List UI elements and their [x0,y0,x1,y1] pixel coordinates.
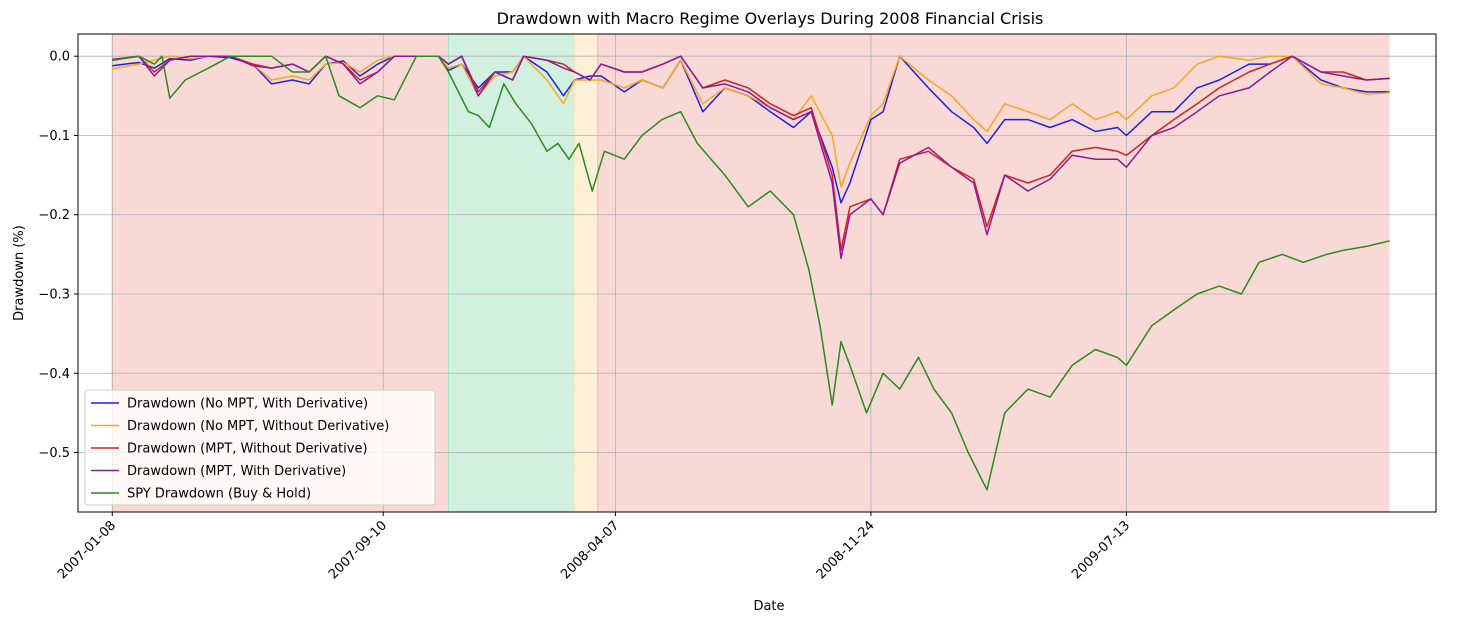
y-tick-label: −0.5 [38,446,70,461]
regime-overlays [111,34,1390,512]
x-tick-label: 2008-11-24 [814,518,878,582]
y-tick-label: −0.2 [38,208,70,223]
x-tick-label: 2007-09-10 [326,518,390,582]
y-tick-label: −0.3 [38,288,70,303]
legend-label: Drawdown (MPT, Without Derivative) [127,442,368,457]
regime-band-2 [448,34,575,512]
chart-title: Drawdown with Macro Regime Overlays Duri… [497,9,1044,28]
gridlines [78,34,1436,512]
regime-band-4 [597,34,1390,512]
y-tick-label: −0.4 [38,367,70,382]
y-axis-label: Drawdown (%) [12,225,27,321]
series-line-2 [112,55,1390,188]
plot-frame [77,33,1437,513]
series-line-5 [112,55,1390,491]
series-lines [112,55,1390,491]
y-tick-label: 0.0 [49,50,70,65]
legend-label: Drawdown (No MPT, Without Derivative) [127,419,389,434]
x-axis-label: Date [753,599,784,614]
y-tick-label: −0.1 [38,129,70,144]
legend: Drawdown (No MPT, With Derivative) Drawdo… [84,389,436,506]
regime-band-3 [574,34,598,512]
x-tick-label: 2008-04-07 [558,518,622,582]
legend-box [84,389,436,506]
x-tick-label: 2009-07-13 [1069,518,1133,582]
legend-label: Drawdown (No MPT, With Derivative) [127,397,368,412]
legend-label: SPY Drawdown (Buy & Hold) [127,487,311,502]
x-tick-label: 2007-01-08 [55,518,119,582]
legend-label: Drawdown (MPT, With Derivative) [127,464,346,479]
